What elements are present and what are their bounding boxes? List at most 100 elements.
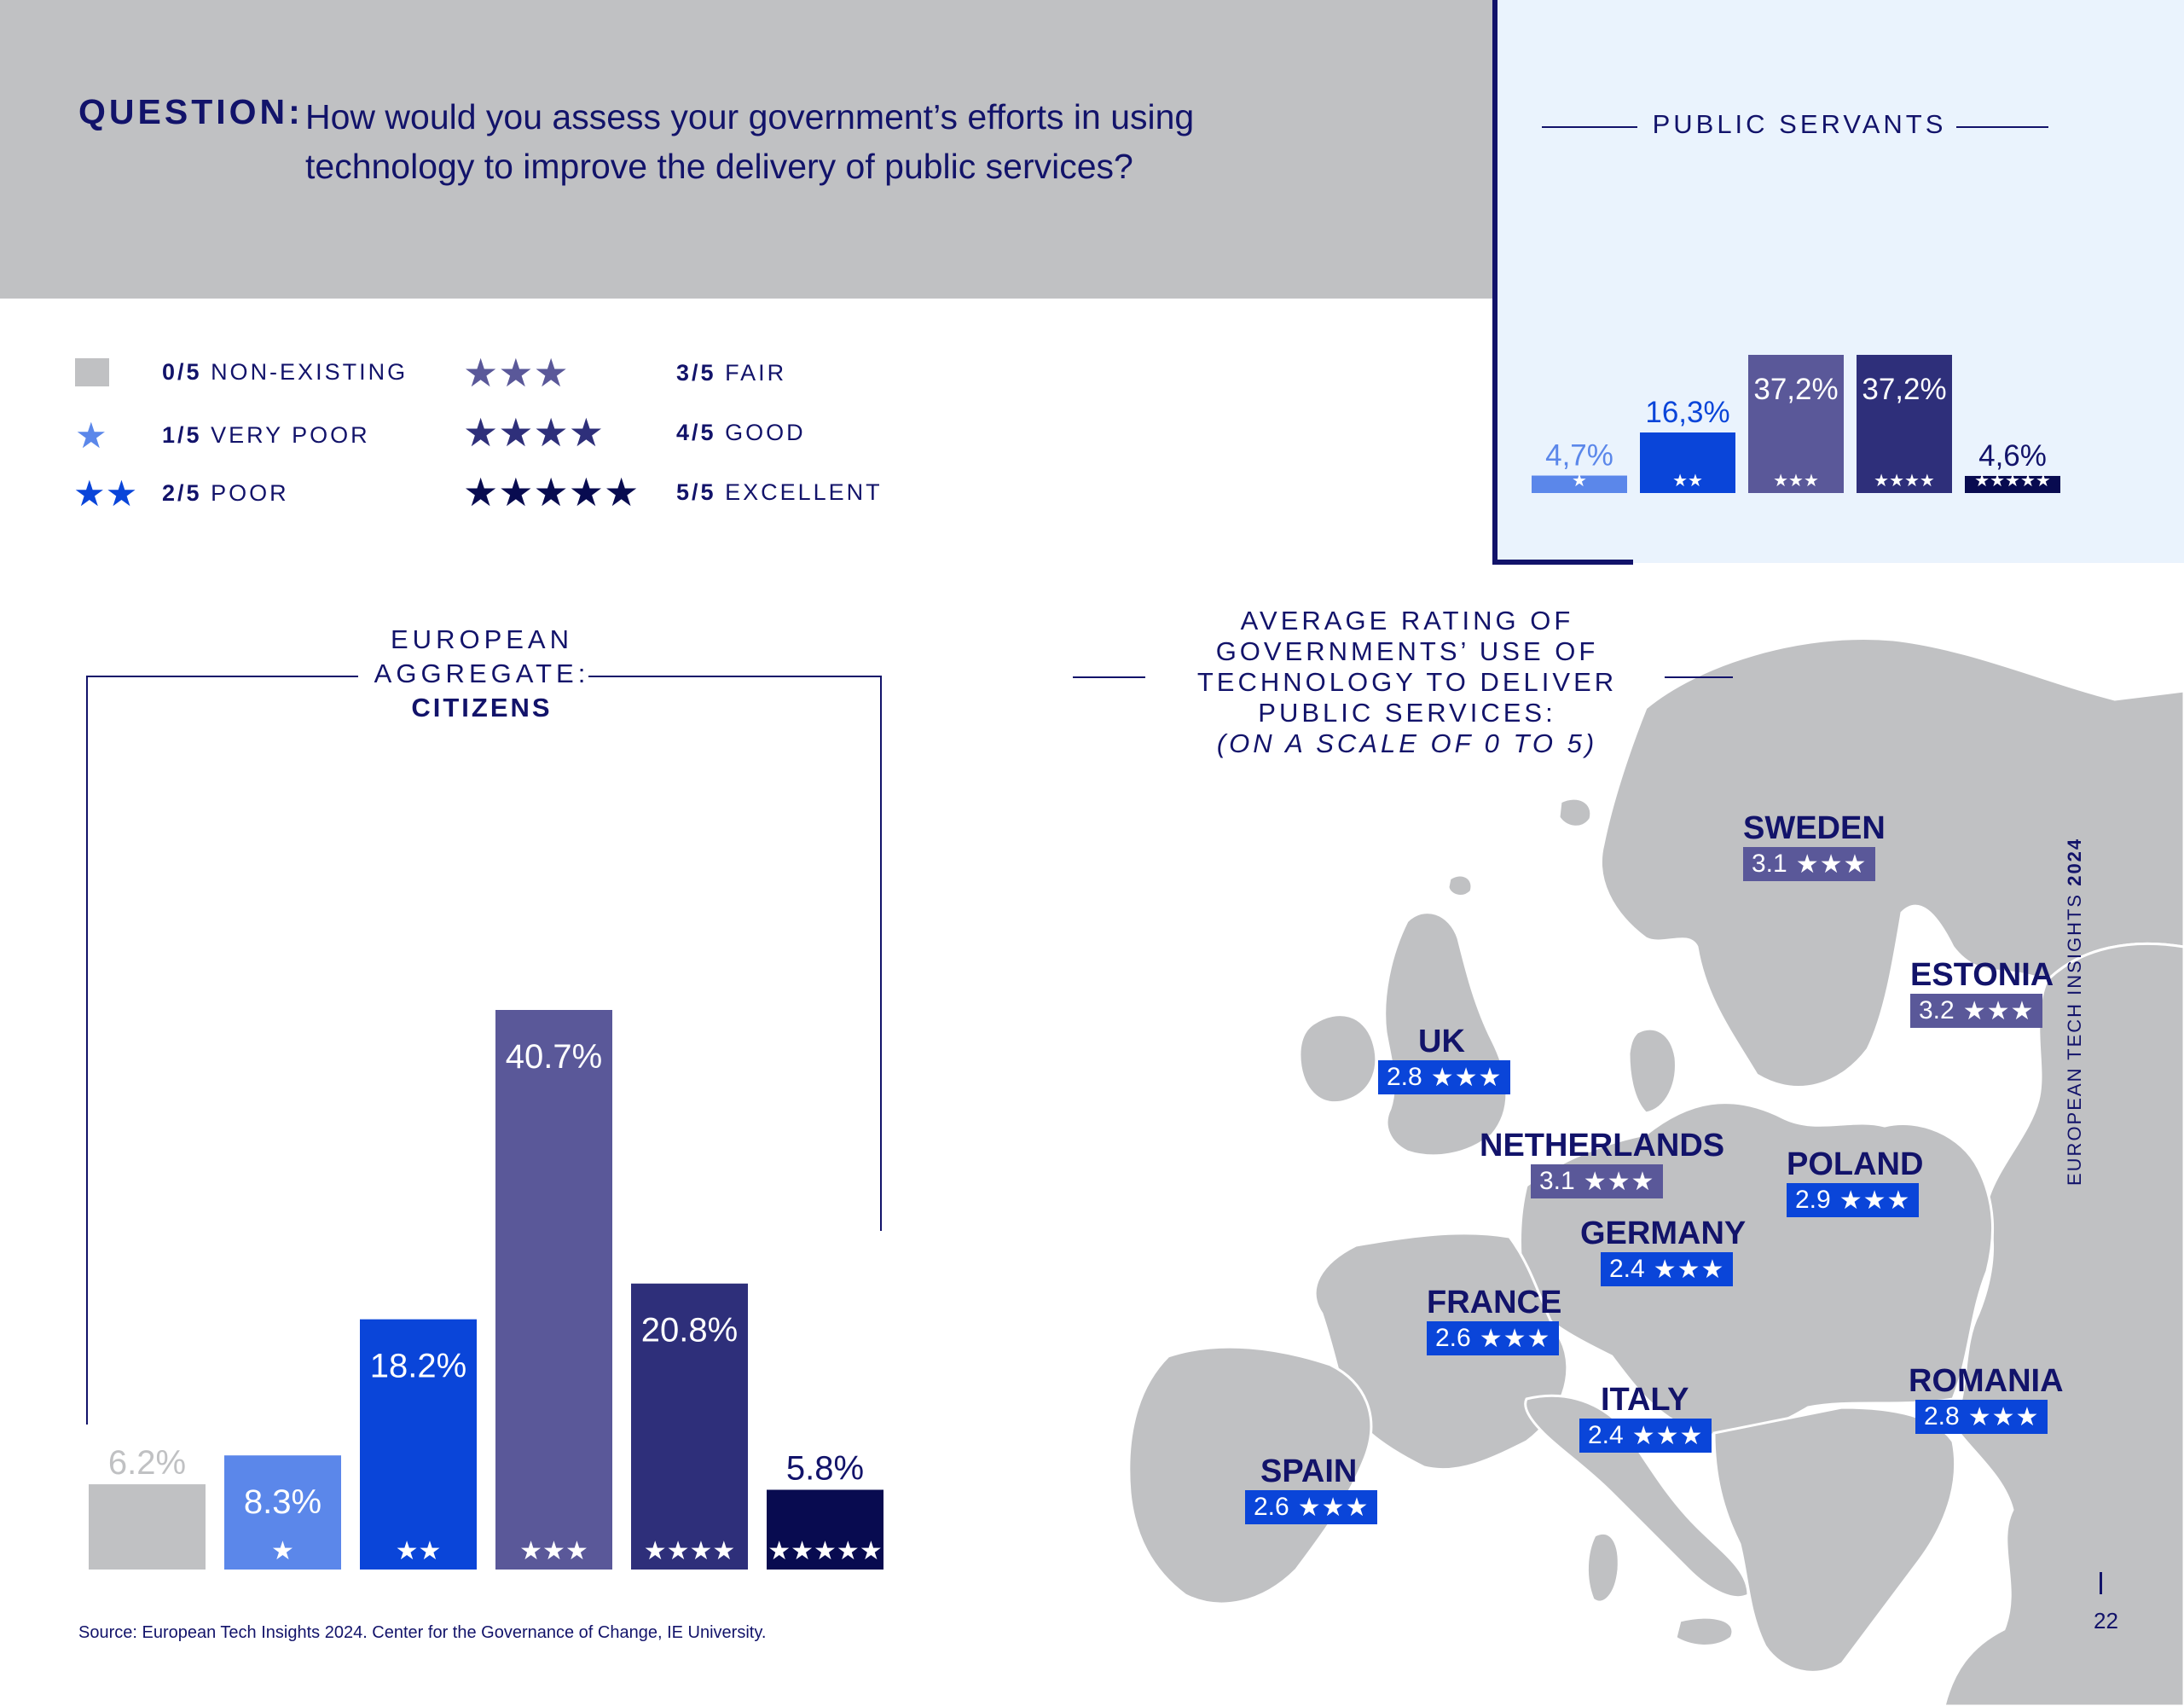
country-name: SWEDEN <box>1743 810 1886 846</box>
page-number: 22 <box>2094 1608 2118 1633</box>
tick-label: ★★★ <box>1773 472 1819 490</box>
tick-label: ★★★★ <box>1874 472 1935 490</box>
citizens-title-line: EUROPEAN <box>391 624 573 654</box>
four-stars-icon: ★★★★ <box>463 410 604 455</box>
rating-value: 2.6 <box>1254 1493 1289 1521</box>
citizens-title-line: AGGREGATE: <box>374 659 590 688</box>
value-label: 40.7% <box>506 1038 602 1076</box>
value-label: 37,2% <box>1753 373 1838 406</box>
rating-stars-icon: ★★★ <box>1583 1167 1655 1196</box>
rating-value: 3.1 <box>1752 850 1787 878</box>
rating-value: 2.6 <box>1435 1324 1471 1352</box>
bar <box>495 1010 612 1570</box>
citizens-frame-line <box>588 676 882 1231</box>
legend-code: 0/5 <box>162 359 202 385</box>
map-title-line: TECHNOLOGY TO DELIVER <box>1196 667 1618 697</box>
rating-value: 3.2 <box>1919 996 1955 1024</box>
public-servants-title: PUBLIC SERVANTS <box>1652 109 1947 139</box>
map-great-britain <box>1383 911 1509 1158</box>
rating-stars-icon: ★★★ <box>1430 1063 1503 1092</box>
legend-item-good: ★★★★ 4/5 GOOD <box>463 409 806 456</box>
legend-item-poor: ★★ 2/5 POOR <box>73 473 289 514</box>
question-text: How would you assess your government’s e… <box>305 97 1195 186</box>
legend-code: 1/5 <box>162 422 202 448</box>
rating-value: 2.4 <box>1609 1255 1645 1283</box>
citizens-chart-frame <box>86 676 882 1425</box>
map-north-islands <box>1557 797 1593 828</box>
tick-label: ★★★★ <box>644 1537 736 1565</box>
gray-square-icon <box>75 358 162 386</box>
map-scandinavia <box>1599 636 2184 1088</box>
rating-stars-icon: ★★★ <box>1479 1324 1551 1353</box>
rating-stars-icon: ★★★ <box>1631 1421 1704 1450</box>
rating-stars-icon: ★★★ <box>1297 1493 1370 1522</box>
value-label: 20.8% <box>641 1312 738 1349</box>
publication-year: 2024 <box>2064 837 2085 886</box>
map-title: AVERAGE RATING OF GOVERNMENTS’ USE OF TE… <box>1138 606 1676 759</box>
rating-badge: 2.8 ★★★ <box>1915 1400 2048 1434</box>
map-iberia <box>1127 1345 1373 1605</box>
map-title-scale: (ON A SCALE OF 0 TO 5) <box>1216 728 1598 758</box>
rating-value: 3.1 <box>1539 1167 1575 1195</box>
legend-label: NON-EXISTING <box>211 359 408 385</box>
title-rule <box>1956 126 2048 128</box>
legend-code: 4/5 <box>676 419 716 445</box>
legend-label: VERY POOR <box>211 422 370 448</box>
star-icon: ★ <box>75 415 107 456</box>
legend-label: GOOD <box>725 419 806 445</box>
country-germany: GERMANY 2.4 ★★★ <box>1580 1216 1746 1286</box>
country-name: ITALY <box>1601 1382 1689 1418</box>
country-name: POLAND <box>1787 1146 1924 1182</box>
value-label: 4,6% <box>1978 439 2047 473</box>
bar <box>1965 475 2060 493</box>
tick-label: ★★ <box>396 1537 442 1565</box>
tick-label: ★★★★★ <box>768 1537 882 1565</box>
rating-badge: 2.6 ★★★ <box>1427 1321 1560 1355</box>
rating-badge: 2.4 ★★★ <box>1579 1419 1712 1453</box>
country-romania: ROMANIA 2.8 ★★★ <box>1909 1363 2064 1434</box>
bar <box>767 1489 883 1570</box>
publication-title: EUROPEAN TECH INSIGHTS 2024 <box>2064 827 2086 1186</box>
legend-code: 2/5 <box>162 480 202 506</box>
five-stars-icon: ★★★★★ <box>463 470 640 514</box>
map-balkans <box>1712 1406 1957 1674</box>
country-name: SPAIN <box>1260 1454 1358 1489</box>
tick-label: ★★★ <box>519 1537 588 1565</box>
bar <box>1640 432 1735 493</box>
map-title-line: AVERAGE RATING OF <box>1240 606 1574 635</box>
map-ireland <box>1298 1013 1378 1105</box>
tick-label: ★ <box>1572 472 1587 490</box>
three-stars-icon: ★★★ <box>463 351 569 395</box>
rating-stars-icon: ★★★ <box>1653 1255 1725 1284</box>
rating-badge: 2.9 ★★★ <box>1787 1183 1920 1217</box>
value-label: 6.2% <box>108 1444 186 1482</box>
rating-stars-icon: ★★★ <box>1795 850 1868 879</box>
publication-title-regular: EUROPEAN TECH INSIGHTS <box>2064 885 2085 1186</box>
tick-label: ★★★★★ <box>1974 472 2051 490</box>
legend-item-excellent: ★★★★★ 5/5 EXCELLENT <box>463 469 883 515</box>
country-spain: SPAIN 2.6 ★★★ <box>1245 1454 1378 1524</box>
bar <box>89 1484 206 1570</box>
tick-label: ★★ <box>1672 472 1703 490</box>
source-note: Source: European Tech Insights 2024. Cen… <box>78 1623 767 1642</box>
country-poland: POLAND 2.9 ★★★ <box>1787 1146 1923 1217</box>
legend-item-non-existing: 0/5 NON-EXISTING <box>75 358 408 386</box>
rating-value: 2.8 <box>1387 1063 1422 1091</box>
legend-code: 5/5 <box>676 479 716 505</box>
rating-value: 2.8 <box>1924 1402 1960 1430</box>
legend-label: POOR <box>211 480 289 506</box>
title-rule <box>1542 126 1637 128</box>
rating-badge: 2.8 ★★★ <box>1378 1060 1511 1094</box>
europe-map <box>1127 636 2184 1706</box>
question-label: QUESTION: <box>78 92 304 131</box>
bar <box>631 1283 748 1570</box>
rating-badge: 2.6 ★★★ <box>1245 1490 1378 1524</box>
map-title-line: GOVERNMENTS’ USE OF <box>1215 636 1599 666</box>
bar <box>1857 355 1952 493</box>
rating-value: 2.4 <box>1588 1421 1624 1449</box>
citizens-title-emphasis: CITIZENS <box>411 693 553 722</box>
country-name: ESTONIA <box>1910 957 2054 993</box>
citizens-chart: 6.2% 8.3% ★ 18.2% ★★ 40.7% ★★★ 20.8% ★★★★ 5.8% ★★★… <box>89 1010 883 1570</box>
page-marker <box>2100 1572 2102 1594</box>
country-name: FRANCE <box>1427 1285 1562 1320</box>
